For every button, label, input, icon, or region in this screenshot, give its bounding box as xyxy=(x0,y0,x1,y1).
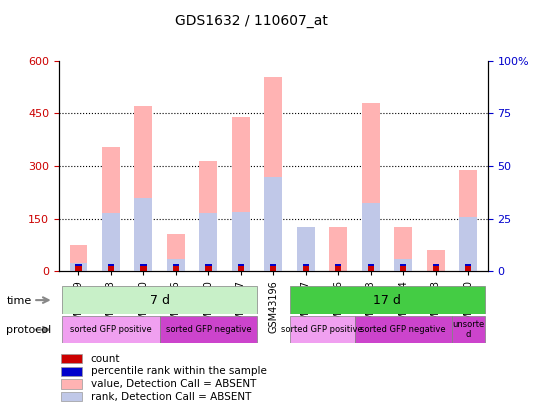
Text: value, Detection Call = ABSENT: value, Detection Call = ABSENT xyxy=(91,379,256,389)
Bar xyxy=(394,259,412,271)
Bar xyxy=(303,264,309,266)
Bar xyxy=(427,250,445,271)
Bar xyxy=(135,107,152,271)
Bar xyxy=(303,266,309,271)
Text: 17 d: 17 d xyxy=(373,294,401,307)
Bar xyxy=(270,266,277,271)
Text: percentile rank within the sample: percentile rank within the sample xyxy=(91,366,267,376)
Bar xyxy=(173,266,179,271)
Bar xyxy=(452,316,485,343)
Bar xyxy=(140,266,146,271)
Bar xyxy=(135,198,152,271)
Text: 7 d: 7 d xyxy=(150,294,170,307)
Bar xyxy=(400,264,406,266)
Bar xyxy=(205,266,212,271)
Bar xyxy=(140,264,146,266)
Bar xyxy=(362,203,379,271)
Text: time: time xyxy=(6,296,32,305)
Bar xyxy=(368,264,374,266)
Text: sorted GFP negative: sorted GFP negative xyxy=(361,325,446,334)
Bar xyxy=(102,213,120,271)
Bar xyxy=(62,316,160,343)
Bar xyxy=(465,264,471,266)
Text: unsorte
d: unsorte d xyxy=(452,320,485,339)
Bar xyxy=(61,392,81,401)
Bar xyxy=(433,266,439,271)
Bar xyxy=(465,266,471,271)
Bar xyxy=(394,228,412,271)
Bar xyxy=(330,228,347,271)
Bar xyxy=(199,161,217,271)
Bar xyxy=(335,264,341,266)
Bar xyxy=(173,264,179,266)
Text: count: count xyxy=(91,354,121,364)
Text: rank, Detection Call = ABSENT: rank, Detection Call = ABSENT xyxy=(91,392,251,402)
Bar xyxy=(400,266,406,271)
Bar xyxy=(102,147,120,271)
Text: GDS1632 / 110607_at: GDS1632 / 110607_at xyxy=(175,14,329,28)
Bar xyxy=(289,286,485,314)
Bar xyxy=(108,266,114,271)
Bar xyxy=(167,259,185,271)
Bar xyxy=(238,266,244,271)
Bar xyxy=(459,217,477,271)
Text: protocol: protocol xyxy=(6,325,51,335)
Text: sorted GFP positive: sorted GFP positive xyxy=(70,325,152,334)
Bar xyxy=(61,367,81,376)
Bar xyxy=(70,245,87,271)
Bar xyxy=(167,234,185,271)
Bar xyxy=(108,264,114,266)
Bar xyxy=(62,286,257,314)
Bar xyxy=(270,264,277,266)
Bar xyxy=(232,117,250,271)
Bar xyxy=(232,212,250,271)
Bar xyxy=(70,262,87,271)
Bar xyxy=(297,228,315,271)
Bar xyxy=(264,77,282,271)
Bar xyxy=(76,266,81,271)
Bar xyxy=(368,266,374,271)
Bar xyxy=(289,316,355,343)
Text: sorted GFP negative: sorted GFP negative xyxy=(166,325,251,334)
Bar xyxy=(61,354,81,363)
Bar xyxy=(459,170,477,271)
Bar xyxy=(362,103,379,271)
Bar xyxy=(76,264,81,266)
Bar xyxy=(433,264,439,266)
Text: sorted GFP positive: sorted GFP positive xyxy=(281,325,363,334)
Bar xyxy=(355,316,452,343)
Bar xyxy=(205,264,212,266)
Bar xyxy=(199,213,217,271)
Bar xyxy=(335,266,341,271)
Bar xyxy=(264,177,282,271)
Bar xyxy=(238,264,244,266)
Bar xyxy=(61,379,81,389)
Bar xyxy=(160,316,257,343)
